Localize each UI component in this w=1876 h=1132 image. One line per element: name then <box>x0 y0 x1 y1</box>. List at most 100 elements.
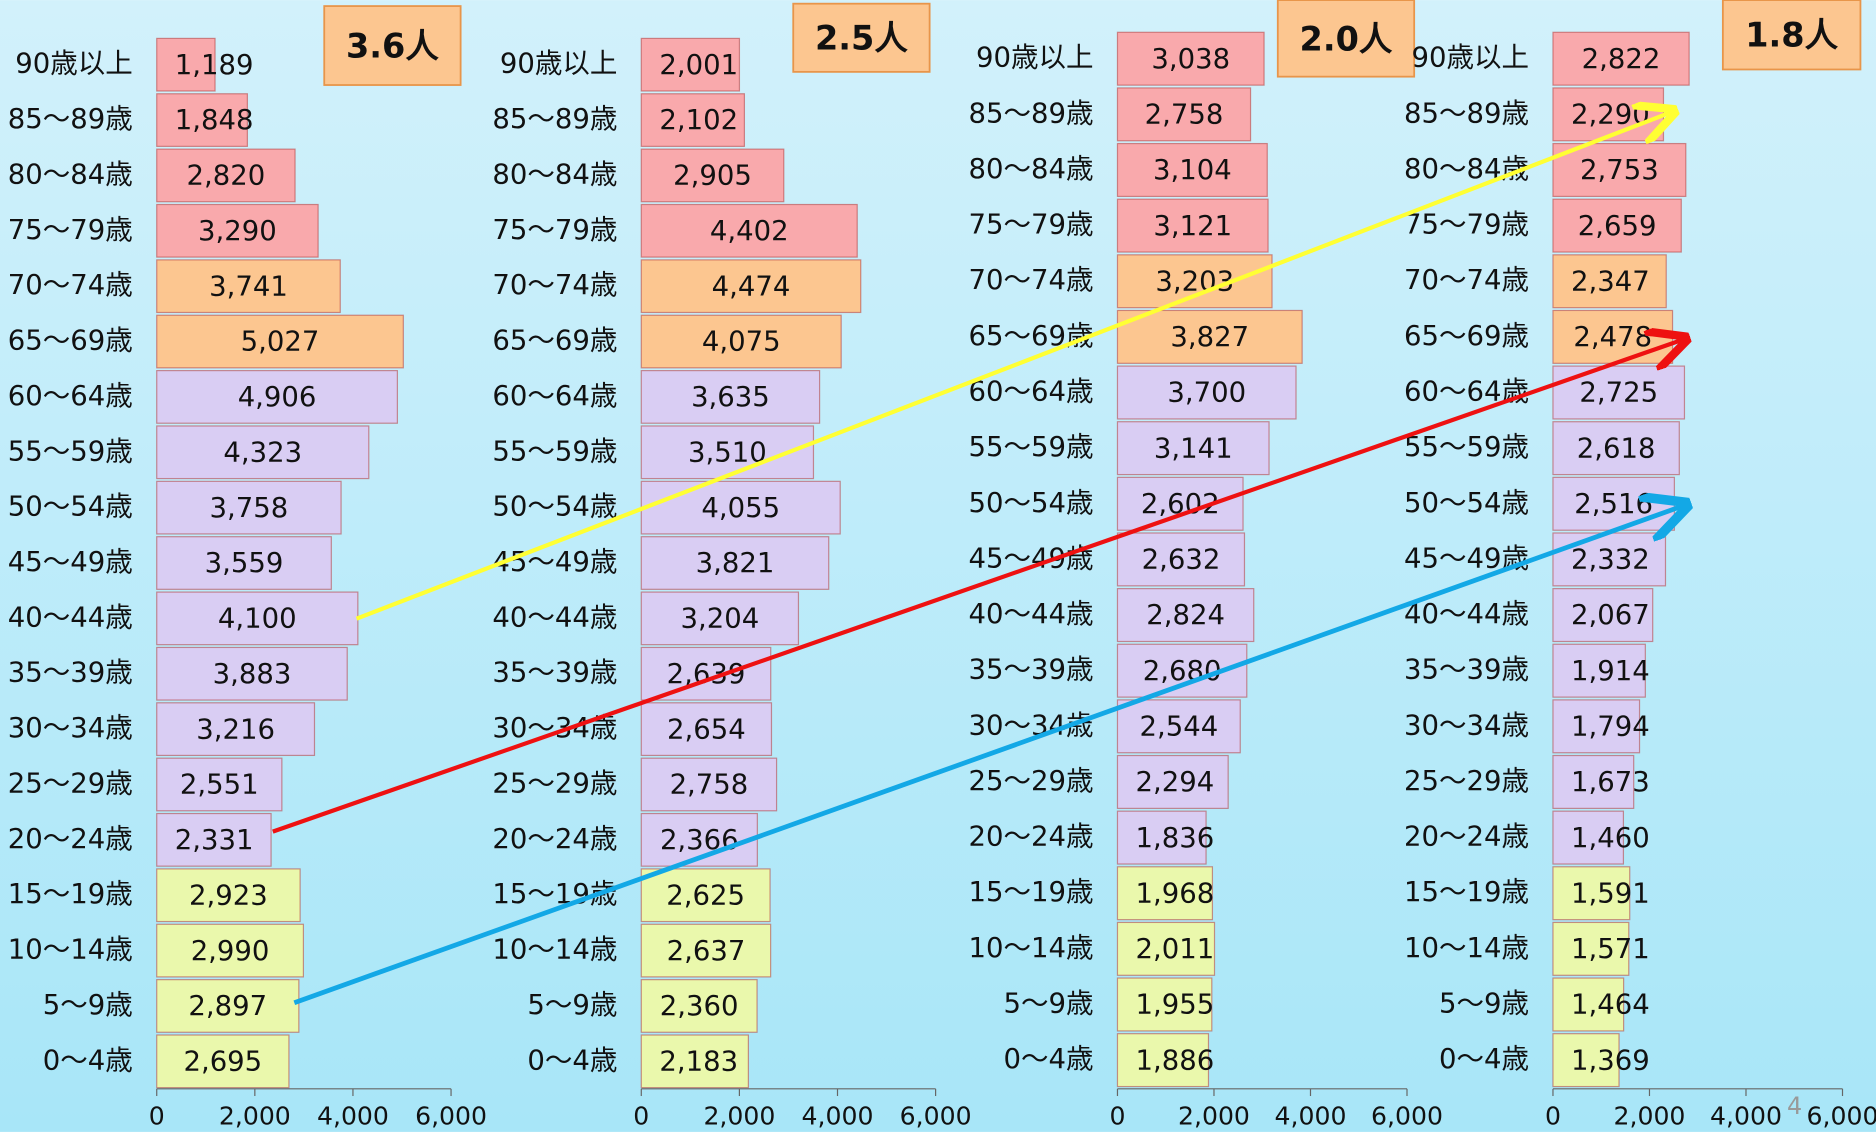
value-label: 2,654 <box>667 713 746 745</box>
value-label: 3,510 <box>688 436 767 468</box>
value-label: 1,886 <box>1136 1044 1215 1076</box>
category-label: 0〜4歳 <box>1004 1043 1094 1075</box>
category-label: 5〜9歳 <box>1439 987 1529 1019</box>
value-label: 2,366 <box>660 824 739 856</box>
value-label: 3,038 <box>1151 43 1230 75</box>
value-label: 2,758 <box>670 769 749 801</box>
bar <box>156 591 359 646</box>
bar <box>1552 198 1682 253</box>
bar <box>1552 754 1635 809</box>
category-label: 50〜54歳 <box>8 491 133 523</box>
value-label: 2,639 <box>667 658 746 690</box>
category-label: 65〜69歳 <box>969 320 1094 352</box>
category-label: 30〜34歳 <box>1404 709 1529 741</box>
category-label: 45〜49歳 <box>492 546 617 578</box>
category-label: 20〜24歳 <box>492 823 617 855</box>
bar <box>1116 588 1255 643</box>
category-label: 80〜84歳 <box>969 153 1094 185</box>
bar <box>640 536 830 590</box>
category-label: 20〜24歳 <box>969 821 1094 853</box>
bar <box>1116 198 1269 253</box>
category-label: 90歳以上 <box>500 48 617 80</box>
category-label: 70〜74歳 <box>492 269 617 301</box>
value-label: 4,402 <box>710 215 789 247</box>
value-label: 2,551 <box>180 769 259 801</box>
value-label: 4,323 <box>223 436 302 468</box>
category-label: 50〜54歳 <box>969 487 1094 519</box>
value-label: 3,821 <box>696 547 775 579</box>
page-number: 4 <box>1787 1092 1802 1120</box>
value-label: 1,460 <box>1571 822 1650 854</box>
category-label: 0〜4歳 <box>527 1044 617 1076</box>
bar <box>156 370 398 424</box>
value-label: 4,474 <box>712 270 791 302</box>
category-label: 40〜44歳 <box>1404 598 1529 630</box>
value-label: 1,836 <box>1136 822 1215 854</box>
bar <box>156 37 216 92</box>
bar <box>1116 309 1303 364</box>
value-label: 1,955 <box>1136 989 1215 1021</box>
value-label: 4,906 <box>238 381 317 413</box>
bar <box>156 259 341 314</box>
value-label: 1,673 <box>1571 766 1650 798</box>
value-label: 2,331 <box>175 824 254 856</box>
category-label: 15〜19歳 <box>969 876 1094 908</box>
bar <box>1116 866 1214 921</box>
value-label: 2,478 <box>1573 321 1652 353</box>
value-label: 1,591 <box>1571 877 1650 909</box>
bar <box>1552 866 1631 921</box>
bar-chart: 90歳以上 3,038 85〜89歳 2,758 80〜84歳 3,104 75〜79歳 3,… <box>969 0 1443 1131</box>
category-label: 10〜14歳 <box>1404 932 1529 964</box>
cohort-arrow <box>293 506 1682 1005</box>
bar <box>640 646 772 701</box>
value-label: 2,360 <box>660 990 739 1022</box>
bar <box>156 148 296 203</box>
category-label: 55〜59歳 <box>8 435 133 467</box>
value-label: 3,141 <box>1154 432 1233 464</box>
value-label: 2,347 <box>1571 265 1650 297</box>
category-label: 55〜59歳 <box>969 431 1094 463</box>
bar <box>1116 532 1246 587</box>
x-tick-label: 2,000 <box>703 1102 775 1131</box>
annotation-box <box>323 5 462 86</box>
category-label: 40〜44歳 <box>8 601 133 633</box>
value-label: 2,990 <box>191 935 270 967</box>
bar <box>1116 142 1268 198</box>
value-label: 4,075 <box>702 326 781 358</box>
category-label: 25〜29歳 <box>492 767 617 799</box>
bar <box>640 979 758 1033</box>
bar <box>640 314 842 369</box>
bar <box>1552 810 1625 865</box>
annotation: 2.0人 <box>1300 19 1393 58</box>
value-label: 5,027 <box>241 326 320 358</box>
value-label: 3,559 <box>205 547 284 579</box>
category-label: 0〜4歳 <box>43 1044 133 1076</box>
bar <box>640 203 858 258</box>
bar <box>1552 921 1630 976</box>
bar <box>1552 588 1654 643</box>
category-label: 80〜84歳 <box>492 158 617 190</box>
category-label: 80〜84歳 <box>1404 153 1529 185</box>
category-label: 15〜19歳 <box>8 878 133 910</box>
bar <box>1116 254 1273 309</box>
category-label: 60〜64歳 <box>969 376 1094 408</box>
value-label: 3,204 <box>681 603 760 635</box>
value-label: 1,464 <box>1571 989 1650 1021</box>
value-label: 2,332 <box>1571 544 1650 576</box>
bar <box>156 93 248 147</box>
bar <box>1552 365 1686 420</box>
charts: 90歳以上 1,189 85〜89歳 1,848 80〜84歳 2,820 75〜79歳 3,… <box>8 0 1876 1131</box>
bar <box>1116 87 1252 142</box>
category-label: 55〜59歳 <box>1404 431 1529 463</box>
bar <box>1552 699 1641 754</box>
annotation-box <box>1276 0 1416 78</box>
x-tick-label: 2,000 <box>1614 1102 1686 1131</box>
x-tick-label: 2,000 <box>219 1102 291 1131</box>
bar <box>156 979 300 1033</box>
x-tick-label: 6,000 <box>1371 1102 1443 1131</box>
category-label: 50〜54歳 <box>1404 487 1529 519</box>
category-label: 5〜9歳 <box>527 989 617 1021</box>
category-label: 30〜34歳 <box>8 712 133 744</box>
category-label: 75〜79歳 <box>969 209 1094 241</box>
